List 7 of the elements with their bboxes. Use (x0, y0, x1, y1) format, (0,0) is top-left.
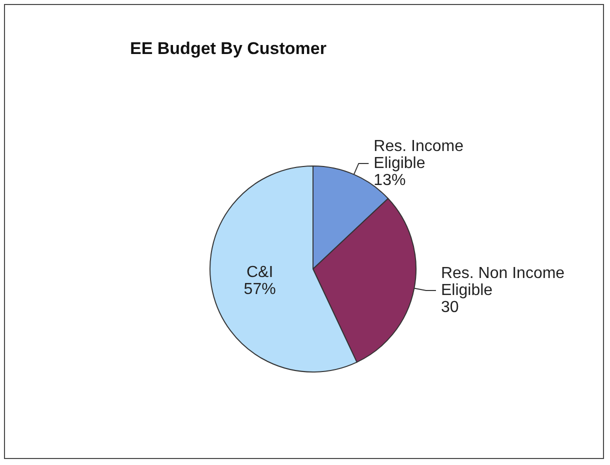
data-label: 57% (244, 280, 276, 298)
slice-label: C&I (246, 264, 274, 281)
chart-title: EE Budget By Customer (130, 39, 327, 58)
data-label: 13% (374, 172, 406, 189)
slice-label: Res. Income Eligible (374, 138, 468, 172)
slice-label: Res. Non Income Eligible (440, 265, 570, 300)
data-label: 30 (440, 299, 459, 316)
